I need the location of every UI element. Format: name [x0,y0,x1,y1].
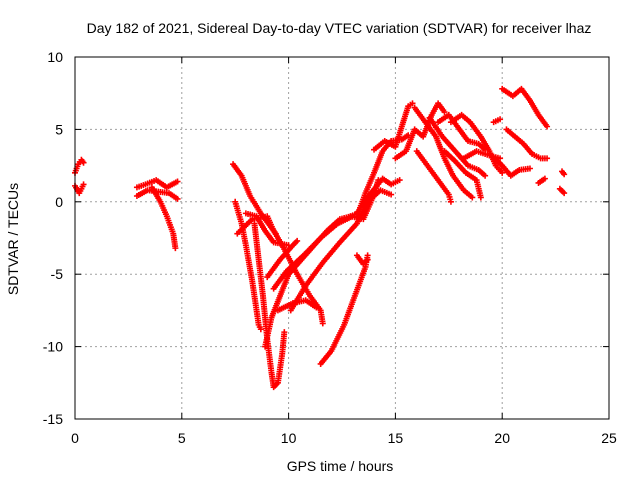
data-series [353,132,412,220]
data-point [319,320,326,327]
ticks: 0 5 10 15 20 25 -15 -10 -5 0 5 10 [43,49,617,446]
x-axis-title: GPS time / hours [287,458,394,474]
data-point [544,123,551,130]
data-point [80,181,87,188]
data-point [447,198,454,205]
x-tick-label: 5 [178,430,186,446]
y-tick-label: -15 [43,411,63,427]
data-series [72,181,87,197]
y-tick-label: -10 [43,339,63,355]
data-point [541,175,548,182]
data-series [503,126,551,162]
data-point [477,194,484,201]
data-point [281,329,288,336]
x-tick-label: 15 [388,430,404,446]
data-series [133,177,181,191]
data-point [469,194,476,201]
x-tick-label: 20 [494,430,510,446]
data-point [561,190,568,197]
data-series [413,148,454,205]
y-axis-title: SDTVAR / TECUs [5,183,21,295]
data-point [80,159,87,166]
data-series [371,100,416,153]
data-series [148,184,179,252]
data-series [353,252,371,268]
data-series [441,148,484,201]
data-series [317,252,371,367]
plot-frame [74,56,610,420]
data-point [388,191,395,198]
data-point [409,100,416,107]
data-series [535,175,548,186]
data-point [544,155,551,162]
data-point [313,304,320,311]
x-tick-label: 25 [601,430,617,446]
data-point [561,171,568,178]
data-marks [72,85,568,391]
grid [75,57,609,419]
y-tick-label: -5 [51,266,64,282]
data-series [264,237,301,281]
data-point [364,256,371,263]
data-series [556,185,568,197]
y-tick-label: 0 [55,194,63,210]
data-series [242,210,292,249]
data-series [411,104,476,201]
chart-title: Day 182 of 2021, Sidereal Day-to-day VTE… [87,20,592,36]
x-tick-label: 0 [71,430,79,446]
data-point [257,326,264,333]
data-series [499,85,551,130]
data-series [559,168,568,178]
data-series [426,114,489,179]
data-point [482,172,489,179]
data-series [133,187,181,202]
data-point [174,195,181,202]
data-point [499,169,506,176]
y-tick-label: 5 [55,121,63,137]
data-series [287,187,395,314]
x-tick-label: 10 [281,430,297,446]
data-series [490,116,504,126]
y-tick-label: 10 [47,49,63,65]
data-point [172,245,179,252]
data-point [294,237,301,244]
data-series [72,156,87,176]
data-point [174,178,181,185]
data-point [441,109,448,116]
data-series [270,213,356,292]
data-series [447,111,506,176]
data-point [497,116,504,123]
data-series [488,152,533,179]
data-point [526,165,533,172]
data-point [396,177,403,184]
